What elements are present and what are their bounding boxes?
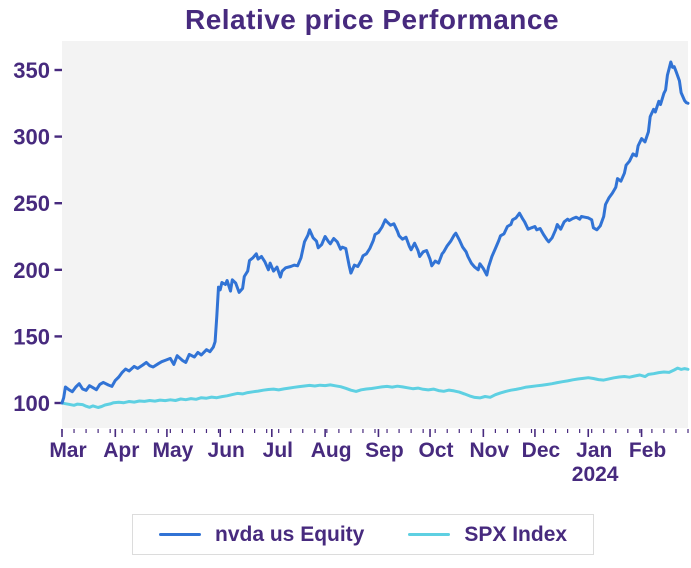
svg-text:Jan: Jan xyxy=(576,439,612,462)
svg-text:Oct: Oct xyxy=(419,439,454,462)
svg-text:Sep: Sep xyxy=(365,439,404,462)
svg-text:Mar: Mar xyxy=(49,439,86,462)
svg-text:Nov: Nov xyxy=(470,439,510,462)
chart-title: Relative price Performance xyxy=(184,4,560,35)
legend-entry-spx: SPX Index xyxy=(408,523,567,547)
svg-text:200: 200 xyxy=(13,258,50,283)
svg-text:350: 350 xyxy=(13,58,50,83)
legend-entry-nvda: nvda us Equity xyxy=(159,523,364,547)
svg-text:May: May xyxy=(152,439,193,462)
svg-text:150: 150 xyxy=(13,324,50,349)
svg-text:Jun: Jun xyxy=(208,439,245,462)
svg-text:2024: 2024 xyxy=(572,463,619,486)
legend-label-spx: SPX Index xyxy=(464,522,568,546)
svg-text:Dec: Dec xyxy=(522,439,561,462)
svg-text:300: 300 xyxy=(13,125,50,150)
chart-legend: nvda us Equity SPX Index xyxy=(132,514,595,555)
nvda-line-swatch-icon xyxy=(159,532,201,537)
svg-text:100: 100 xyxy=(13,391,50,416)
svg-text:Feb: Feb xyxy=(629,439,666,462)
svg-text:Apr: Apr xyxy=(103,439,139,462)
svg-text:250: 250 xyxy=(13,191,50,216)
svg-text:Jul: Jul xyxy=(263,439,293,462)
svg-text:Aug: Aug xyxy=(311,439,352,462)
legend-label-nvda: nvda us Equity xyxy=(215,522,365,546)
line-chart-plot: 100 150 200 250 300 350 Mar Apr May Jun Jul Aug Sep O… xyxy=(13,41,690,486)
spx-line-swatch-icon xyxy=(408,532,451,537)
